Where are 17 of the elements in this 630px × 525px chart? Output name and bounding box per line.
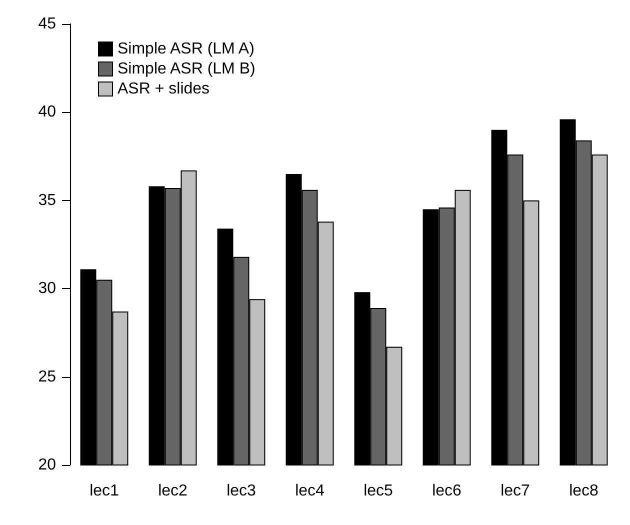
- x-tick-label: lec8: [569, 482, 599, 500]
- x-tick-label: lec4: [295, 482, 325, 500]
- x-tick-label: lec3: [226, 482, 256, 500]
- y-tick-label: 30: [38, 280, 56, 298]
- x-tick-label: lec2: [158, 482, 188, 500]
- x-tick-label: lec6: [432, 482, 462, 500]
- y-tick-label: 35: [38, 192, 56, 209]
- x-tick-label: lec5: [364, 482, 394, 500]
- y-tick-label: 40: [38, 104, 56, 121]
- legend-label: Simple ASR (LM A): [118, 40, 254, 58]
- y-tick-label: 20: [38, 456, 56, 474]
- x-tick-label: lec1: [90, 482, 120, 500]
- legend-label: ASR + slides: [118, 80, 210, 98]
- legend-label: Simple ASR (LM B): [118, 60, 256, 78]
- y-tick-label: 45: [38, 16, 56, 32]
- x-tick-label: lec7: [500, 482, 530, 500]
- y-tick-label: 25: [38, 368, 56, 386]
